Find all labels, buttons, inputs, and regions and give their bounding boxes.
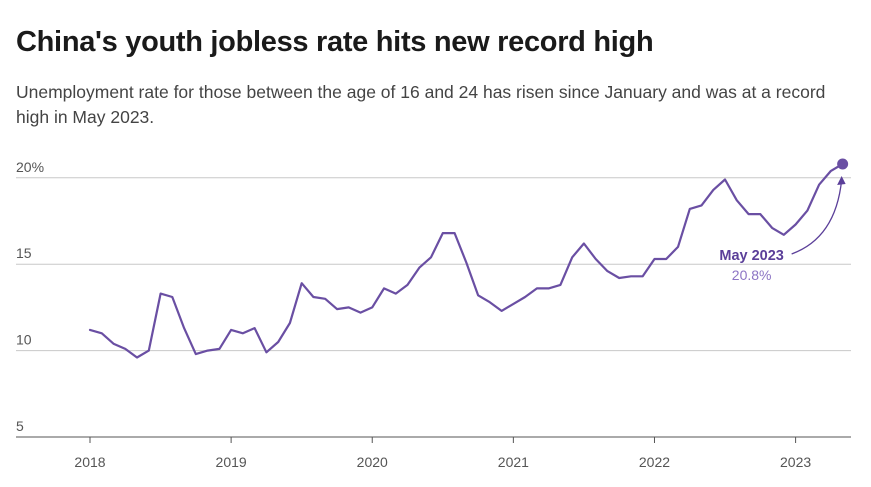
x-tick-label-2018: 2018 (74, 454, 105, 470)
annotation-label: May 2023 (719, 248, 784, 264)
x-tick-label-2019: 2019 (216, 454, 247, 470)
y-tick-label-10: 10 (16, 332, 32, 348)
annotation-arrowhead (837, 175, 846, 185)
chart-title: China's youth jobless rate hits new reco… (16, 26, 654, 58)
y-tick-label-5: 5 (16, 418, 24, 434)
annotation-value: 20.8% (732, 267, 772, 283)
y-tick-label-15: 15 (16, 245, 32, 261)
x-axis-ticks: 2018 2019 2020 2021 2022 2023 (74, 437, 811, 470)
x-tick-label-2021: 2021 (498, 454, 529, 470)
latest-value-dot (837, 158, 849, 170)
chart-subtitle: Unemployment rate for those between the … (16, 82, 826, 127)
y-axis-tick-labels: 20% 15 10 5 (16, 159, 44, 434)
x-tick-label-2023: 2023 (780, 454, 811, 470)
gridlines (16, 177, 851, 352)
x-tick-label-2022: 2022 (639, 454, 670, 470)
annotation-arrow (791, 179, 843, 255)
y-tick-label-20: 20% (16, 159, 44, 175)
series-line-youth-unemployment (88, 162, 844, 359)
x-tick-label-2020: 2020 (357, 454, 388, 470)
